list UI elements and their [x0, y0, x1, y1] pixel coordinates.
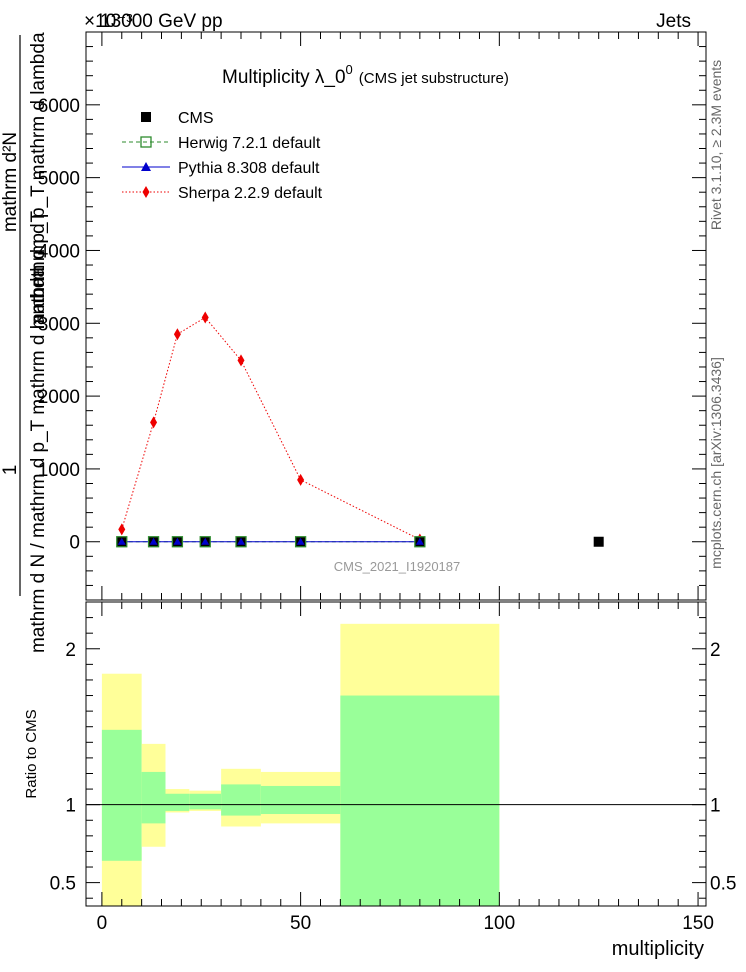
x-tick-label: 150 [682, 913, 714, 934]
herwig-point [235, 536, 247, 548]
y-label-overlay-1: mathrm d p_T mathrm d lambda [28, 32, 49, 303]
x-tick-label: 0 [97, 913, 108, 934]
y-label-overlay-2: mathrm d p_T [28, 210, 49, 329]
main-y-axis-label: 1 mathrm d²N mathrm d p_T mathrm d lambd… [0, 32, 49, 653]
pythia-point [201, 537, 210, 545]
ratio-y-tick-label-right: 2 [710, 640, 721, 661]
ratio-plot-ticks [86, 602, 706, 906]
ratio-band-inner [340, 695, 500, 906]
legend-label-sherpa: Sherpa 2.2.9 default [178, 185, 323, 202]
ratio-y-tick-label-right: 0.5 [710, 874, 736, 895]
ratio-plot-frame [85, 601, 707, 907]
analysis-id: CMS_2021_I1920187 [334, 559, 461, 574]
pythia-point [117, 537, 126, 545]
ratio-y-tick-label: 2 [65, 640, 76, 661]
main-plot-ticks [86, 31, 706, 601]
chart-title-main: Multiplicity λ_0 [222, 67, 346, 88]
pythia-point [173, 537, 182, 545]
y-tick-label: 0 [69, 533, 80, 554]
y-tick-label: 6000 [38, 96, 80, 117]
ratio-y-tick-label-right: 1 [710, 796, 721, 817]
pythia-point [237, 537, 245, 545]
chart-title: Multiplicity λ_00 (CMS jet substructure) [222, 62, 509, 88]
sherpa-point [173, 328, 181, 341]
y-exponent-label: ×10⁻³ [84, 11, 133, 32]
legend-marker-cms [141, 112, 151, 122]
main-plot-frame [85, 31, 707, 601]
ratio-band-inner [260, 785, 341, 815]
x-tick-label: 100 [483, 913, 515, 934]
sherpa-point [201, 311, 209, 324]
sherpa-point [237, 354, 245, 367]
sherpa-point [118, 523, 126, 536]
chart-title-sup: 0 [346, 62, 353, 77]
y-label-denominator: mathrm d N / mathrm d p_T mathrm d lambd… [28, 267, 49, 654]
y-label-numerator: mathrm d²N [0, 132, 21, 232]
herwig-point [199, 536, 211, 548]
chart-title-sub: (CMS jet substructure) [359, 70, 509, 87]
ratio-band-inner [101, 729, 142, 861]
y-tick-label: 1000 [38, 460, 80, 481]
ratio-y-tick-label: 1 [65, 796, 76, 817]
x-axis-label: multiplicity [612, 938, 704, 960]
legend-marker-pythia [141, 162, 151, 171]
y-tick-label: 3000 [38, 314, 80, 335]
legend-marker-sherpa [142, 186, 150, 198]
main-plot-data [116, 311, 604, 548]
legend-label-pythia: Pythia 8.308 default [178, 160, 320, 177]
sherpa-point [297, 473, 305, 486]
herwig-point [171, 536, 184, 548]
herwig-point [147, 536, 160, 548]
ratio-y-tick-label: 0.5 [50, 874, 76, 895]
sherpa-line [121, 316, 421, 541]
x-tick-label: 50 [290, 913, 311, 934]
y-tick-label: 5000 [38, 169, 80, 190]
x-tick-labels: 0 50 100 150 [97, 913, 714, 934]
y-label-one: 1 [0, 465, 21, 476]
mcplots-label: mcplots.cern.ch [arXiv:1306.3436] [708, 357, 724, 569]
sherpa-point [150, 416, 158, 429]
energy-label: 13000 GeV pp [100, 11, 223, 32]
main-y-tick-labels: 0 1000 2000 3000 4000 5000 6000 [38, 96, 80, 554]
herwig-point [294, 536, 307, 548]
legend-label-herwig: Herwig 7.2.1 default [178, 135, 321, 152]
ratio-band-inner [221, 784, 261, 816]
ratio-band-inner [141, 771, 166, 824]
herwig-point [116, 536, 128, 548]
ratio-band-inner [165, 793, 190, 811]
legend-label-cms: CMS [178, 110, 214, 127]
pythia-point [149, 537, 158, 545]
legend: CMS Herwig 7.2.1 default Pythia 8.308 de… [122, 110, 323, 202]
y-tick-label: 4000 [38, 241, 80, 262]
herwig-point [414, 536, 426, 548]
legend-marker-herwig [140, 136, 152, 148]
y-tick-label: 2000 [38, 387, 80, 408]
ratio-y-axis-label: Ratio to CMS [23, 709, 40, 798]
category-label: Jets [656, 11, 691, 32]
pythia-point [415, 537, 424, 545]
ratio-y-tick-labels: 0.5 0.5 1 1 2 2 [50, 640, 737, 895]
rivet-label: Rivet 3.1.10, ≥ 2.3M events [708, 60, 724, 230]
ratio-bands [101, 623, 500, 906]
cms-point [593, 536, 604, 547]
ratio-band-inner [189, 793, 222, 810]
pythia-point [296, 537, 305, 545]
